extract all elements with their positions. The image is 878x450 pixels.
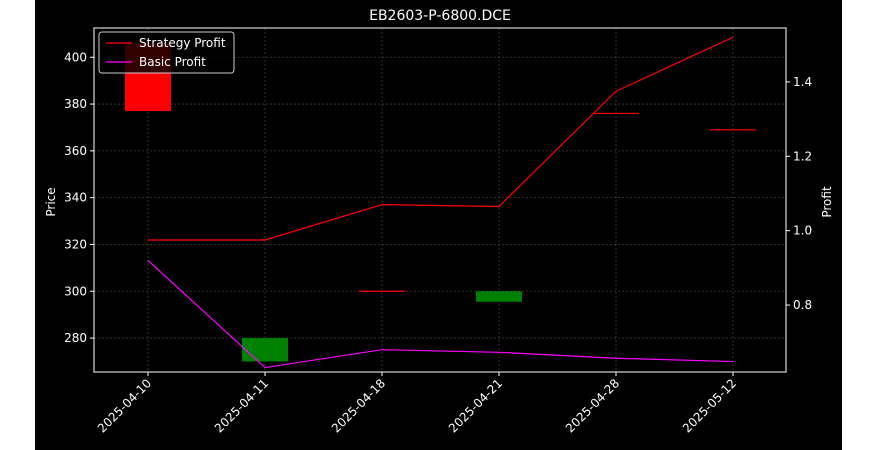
y2-tick-label: 1.2 — [793, 149, 812, 163]
y-tick-label: 360 — [64, 144, 87, 158]
y2-tick-label: 1.0 — [793, 224, 812, 238]
chart-title: EB2603-P-6800.DCE — [369, 8, 511, 24]
legend-label-basic-profit: Basic Profit — [139, 55, 206, 69]
legend: Strategy Profit Basic Profit — [98, 31, 235, 74]
y-axis-label: Price — [44, 187, 58, 216]
y2-tick-label: 1.4 — [793, 75, 812, 89]
series-line-basic-profit — [147, 259, 734, 369]
y-tick-label: 300 — [64, 284, 87, 298]
y2-tick-label: 0.8 — [793, 298, 812, 312]
y-tick-label: 400 — [64, 50, 87, 64]
y-tick-label: 340 — [64, 191, 87, 205]
y-tick-label: 280 — [64, 331, 87, 345]
plot-frame — [93, 27, 787, 373]
legend-box — [98, 31, 235, 74]
candle-body — [476, 291, 522, 302]
y-tick-label: 380 — [64, 97, 87, 111]
legend-label-strategy-profit: Strategy Profit — [139, 36, 226, 50]
series-line-strategy-profit — [148, 36, 734, 241]
candle-body — [242, 338, 288, 362]
y2-axis-label: Profit — [820, 186, 834, 218]
y-tick-label: 320 — [64, 237, 87, 251]
